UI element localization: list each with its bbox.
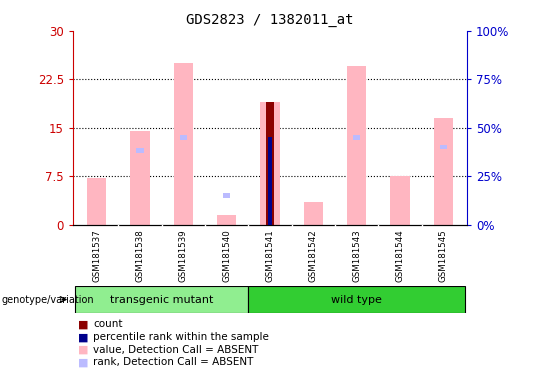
Text: ■: ■ [78,345,89,355]
Bar [440,145,447,149]
Text: rank, Detection Call = ABSENT: rank, Detection Call = ABSENT [93,358,253,367]
Bar [75,286,248,313]
Bar [174,63,193,225]
Text: count: count [93,319,123,329]
Text: GSM181544: GSM181544 [395,230,404,282]
Text: GSM181545: GSM181545 [439,230,448,282]
Text: GSM181539: GSM181539 [179,230,188,282]
Text: wild type: wild type [331,295,382,305]
Bar [248,286,465,313]
Bar [87,178,106,225]
Text: ■: ■ [78,319,89,329]
Bar [268,137,272,225]
Bar [303,202,323,225]
Bar [130,131,150,225]
Text: GSM181538: GSM181538 [136,230,145,282]
Text: GSM181540: GSM181540 [222,230,231,282]
Text: ■: ■ [78,332,89,342]
Bar [266,102,274,225]
Text: percentile rank within the sample: percentile rank within the sample [93,332,269,342]
Text: genotype/variation: genotype/variation [1,295,94,305]
Text: GSM181541: GSM181541 [266,230,274,282]
Bar [223,193,231,198]
Bar [260,102,280,225]
Text: GSM181537: GSM181537 [92,230,101,282]
Bar [390,176,410,225]
Bar [136,148,144,152]
Text: transgenic mutant: transgenic mutant [110,295,213,305]
Text: ■: ■ [78,358,89,367]
Bar [353,135,360,140]
Text: GDS2823 / 1382011_at: GDS2823 / 1382011_at [186,13,354,27]
Text: GSM181543: GSM181543 [352,230,361,282]
Text: GSM181542: GSM181542 [309,230,318,282]
Bar [347,66,366,225]
Bar [434,118,453,225]
Bar [266,135,274,140]
Bar [217,215,237,225]
Bar [180,135,187,140]
Text: value, Detection Call = ABSENT: value, Detection Call = ABSENT [93,345,258,355]
